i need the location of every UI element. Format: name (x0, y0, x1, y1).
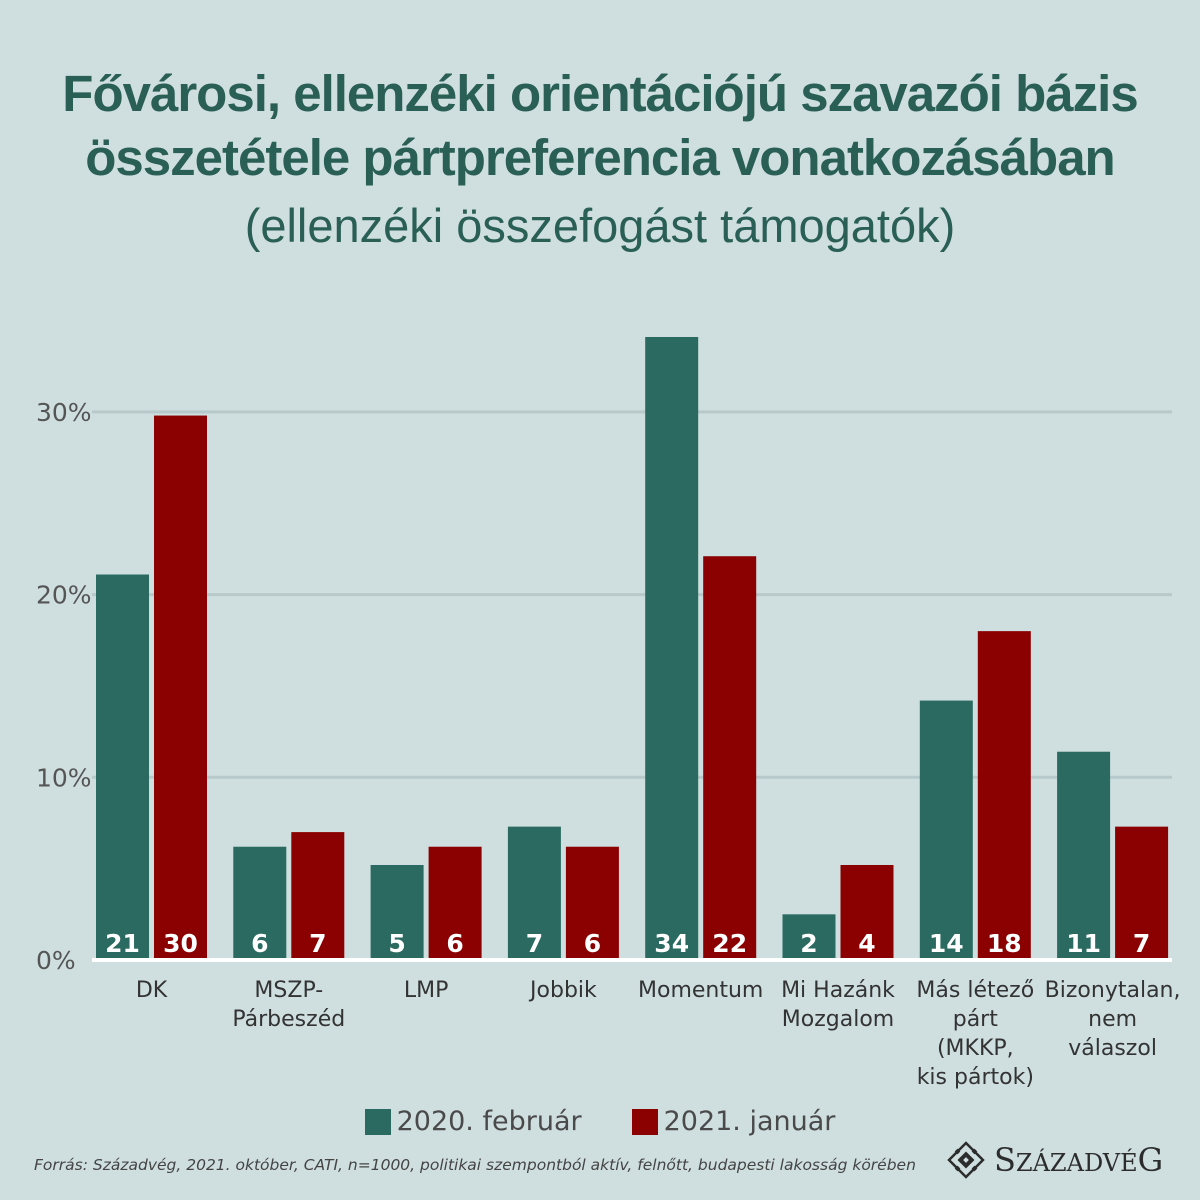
category-label-6-line-1: párt (953, 1007, 998, 1032)
legend-label-2020: 2020. február (396, 1106, 582, 1137)
y-tick-label-20: 20% (36, 581, 92, 610)
bar-5-series-0 (782, 914, 836, 960)
chart-title: Fővárosi, ellenzéki orientációjú szavazó… (0, 62, 1200, 190)
data-label-3-series-1: 6 (584, 929, 601, 958)
y-tick-label-10: 10% (36, 763, 92, 792)
legend: 2020. február 2021. január (0, 1106, 1200, 1137)
category-label-5-line-0: Mi Hazánk (781, 978, 895, 1003)
legend-swatch-2021 (631, 1108, 658, 1135)
bar-7-series-0 (1057, 751, 1111, 960)
bar-5-series-1 (840, 864, 894, 960)
bar-2-series-1 (428, 846, 482, 960)
bar-1-series-0 (233, 846, 287, 960)
category-label-7-line-2: válaszol (1068, 1036, 1157, 1061)
category-label-6-line-3: kis pártok) (917, 1065, 1034, 1090)
szazadveg-logo: SZÁZADVÉG (946, 1140, 1163, 1180)
category-label-6-line-2: (MKKP, (937, 1036, 1014, 1061)
bar-7-series-1 (1115, 826, 1169, 960)
legend-item-2021: 2021. január (631, 1106, 836, 1137)
category-label-7-line-1: nem (1088, 1007, 1137, 1032)
category-label-5-line-1: Mozgalom (782, 1007, 894, 1032)
bar-1-series-1 (291, 832, 345, 960)
category-label-2-line-0: LMP (404, 978, 449, 1003)
bar-4-series-0 (645, 336, 699, 960)
data-label-1-series-1: 7 (309, 929, 326, 958)
data-label-7-series-0: 11 (1066, 929, 1101, 958)
category-label-7-line-0: Bizonytalan, (1045, 978, 1181, 1003)
category-label-1-line-1: Párbeszéd (232, 1007, 345, 1032)
bar-4-series-1 (703, 556, 757, 960)
data-label-2-series-1: 6 (446, 929, 463, 958)
logo-letters-mid: ZÁZADVÉ (1015, 1149, 1138, 1177)
source-note: Forrás: Századvég, 2021. október, CATI, … (34, 1156, 916, 1174)
bar-3-series-0 (507, 826, 561, 960)
y-tick-label-0: 0% (36, 946, 76, 975)
logo-letter-s: S (994, 1141, 1016, 1179)
legend-label-2021: 2021. január (663, 1106, 836, 1137)
data-label-6-series-1: 18 (987, 929, 1022, 958)
logo-emblem-icon (947, 1141, 985, 1179)
data-label-2-series-0: 5 (388, 929, 405, 958)
data-label-0-series-0: 21 (105, 929, 140, 958)
data-label-7-series-1: 7 (1133, 929, 1150, 958)
chart-subtitle: (ellenzéki összefogást támogatók) (244, 199, 956, 252)
data-label-6-series-0: 14 (929, 929, 964, 958)
legend-swatch-2020 (364, 1108, 391, 1135)
bar-3-series-1 (565, 846, 619, 960)
bar-6-series-0 (919, 700, 973, 960)
title-line-1: Fővárosi, ellenzéki orientációjú szavazó… (62, 65, 1138, 122)
category-label-4-line-0: Momentum (638, 978, 763, 1003)
data-label-3-series-0: 7 (526, 929, 543, 958)
data-label-5-series-0: 2 (800, 929, 817, 958)
data-label-0-series-1: 30 (163, 929, 198, 958)
category-label-0-line-0: DK (136, 978, 168, 1003)
category-label-1-line-0: MSZP- (254, 978, 323, 1003)
data-label-4-series-0: 34 (654, 929, 689, 958)
category-label-3-line-0: Jobbik (528, 978, 597, 1003)
data-label-4-series-1: 22 (712, 929, 747, 958)
data-label-1-series-0: 6 (251, 929, 268, 958)
logo-wordmark: SZÁZADVÉG (994, 1141, 1163, 1179)
legend-item-2020: 2020. február (364, 1106, 582, 1137)
y-tick-label-30: 30% (36, 398, 92, 427)
data-label-5-series-1: 4 (858, 929, 875, 958)
logo-letter-g: G (1137, 1141, 1164, 1179)
bar-0-series-1 (154, 415, 207, 961)
category-label-6-line-0: Más létező (916, 978, 1034, 1003)
bar-2-series-0 (370, 864, 424, 960)
bar-6-series-1 (977, 631, 1031, 960)
bar-chart: 0% 10% 20% 30% 21 30 DK 6 7 MSZP- Párbeszéd 5 6 LMP 7 6… (36, 336, 1181, 1090)
title-line-2: összetétele pártpreferencia vonatkozásáb… (85, 129, 1115, 186)
bar-0-series-0 (96, 574, 149, 960)
